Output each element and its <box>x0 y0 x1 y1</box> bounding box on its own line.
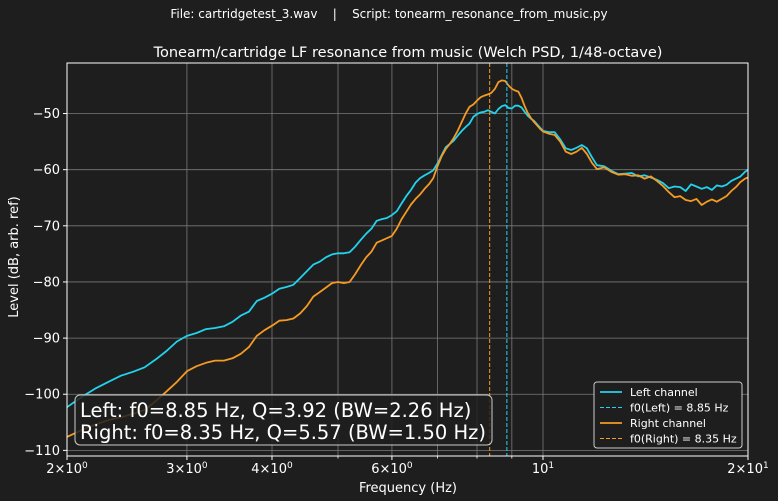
axis-ticks: −50 −60 −70 −80 −90 −100 −110 2×100 3×100 4×100 6×… <box>24 107 768 477</box>
y-tick-label: −90 <box>33 332 60 347</box>
file-script-header: File: cartridgetest_3.wav | Script: tone… <box>170 7 607 21</box>
series-line-left <box>66 104 749 408</box>
legend-label: f0(Left) = 8.85 Hz <box>630 402 729 415</box>
annotation-left: Left: f0=8.85 Hz, Q=3.92 (BW=2.26 Hz) <box>80 399 471 422</box>
annotation-frame <box>74 394 493 446</box>
series-line-right <box>66 79 749 438</box>
y-tick-label: −100 <box>24 388 60 403</box>
x-tick-label: 3×100 <box>166 461 208 477</box>
x-tick-label: 101 <box>532 461 554 477</box>
y-tick-label: −110 <box>24 444 60 459</box>
f0-markers <box>489 63 508 456</box>
legend-label: f0(Right) = 8.35 Hz <box>630 433 737 446</box>
y-tick-label: −70 <box>33 219 60 234</box>
y-tick-label: −80 <box>33 275 60 290</box>
legend-label: Left channel <box>630 386 698 399</box>
series-lines <box>66 79 749 438</box>
x-tick-label: 2×101 <box>727 461 768 477</box>
legend: Left channel f0(Left) = 8.85 Hz Right chan… <box>593 381 743 449</box>
legend-frame <box>593 381 743 449</box>
y-axis-label: Level (dB, arb. ref) <box>7 196 22 318</box>
x-axis-label: Frequency (Hz) <box>359 481 457 496</box>
annotation-right: Right: f0=8.35 Hz, Q=5.57 (BW=1.50 Hz) <box>80 421 486 444</box>
legend-label: Right channel <box>630 417 706 430</box>
y-tick-label: −50 <box>33 107 60 122</box>
x-tick-label: 2×100 <box>46 461 88 477</box>
x-tick-label: 6×100 <box>371 461 413 477</box>
axes-frame <box>66 62 749 457</box>
chart-title: Tonearm/cartridge LF resonance from musi… <box>153 45 663 61</box>
y-tick-label: −60 <box>33 163 60 178</box>
x-tick-label: 4×100 <box>251 461 293 477</box>
resonance-annotation: Left: f0=8.85 Hz, Q=3.92 (BW=2.26 Hz) Ri… <box>74 394 493 446</box>
